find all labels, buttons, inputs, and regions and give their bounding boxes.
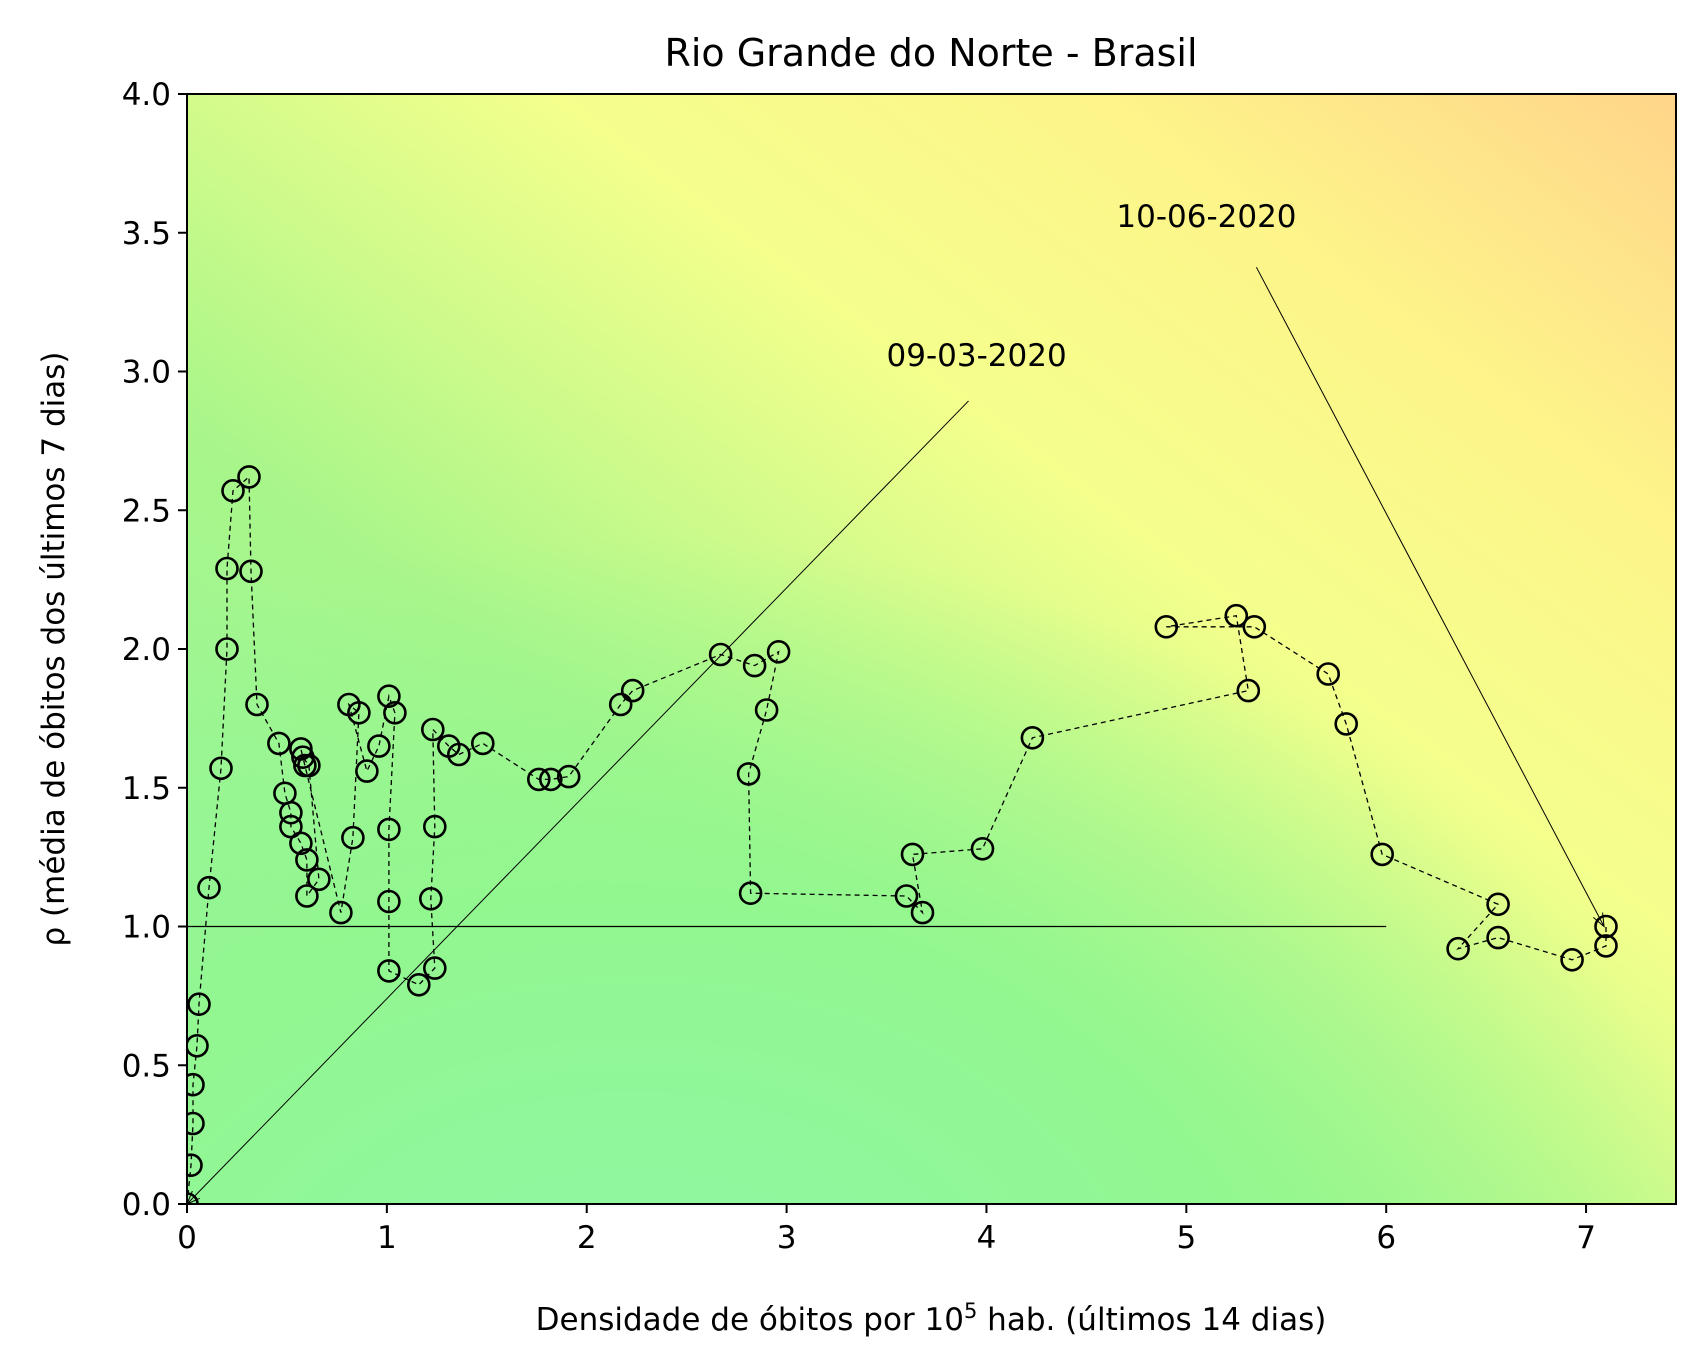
data-point xyxy=(377,959,401,983)
data-point xyxy=(1020,725,1045,750)
y-tick-label: 0.0 xyxy=(122,1187,171,1223)
y-tick-label: 1.5 xyxy=(122,771,171,807)
data-point xyxy=(526,767,551,792)
data-point xyxy=(293,753,317,778)
data-point xyxy=(1224,603,1249,628)
data-point xyxy=(754,698,779,722)
x-tick-label: 7 xyxy=(1576,1220,1596,1256)
annotation-label: 09-03-2020 xyxy=(887,338,1067,374)
x-tick-label: 6 xyxy=(1376,1220,1396,1256)
data-point xyxy=(289,831,313,856)
data-point xyxy=(187,1111,205,1136)
data-point xyxy=(187,1153,203,1177)
annotation-arrow xyxy=(186,400,969,1205)
data-point xyxy=(377,817,401,842)
data-point xyxy=(187,1034,209,1058)
x-tick-label: 0 xyxy=(177,1220,197,1256)
data-point xyxy=(377,889,401,914)
data-point xyxy=(1334,712,1358,736)
data-point xyxy=(708,642,733,667)
annotation-arrow xyxy=(1255,266,1605,927)
data-point xyxy=(910,900,935,925)
data-point xyxy=(307,867,331,892)
data-point xyxy=(420,717,445,742)
data-point xyxy=(1560,947,1584,972)
data-point xyxy=(1154,614,1179,639)
plot-area xyxy=(187,94,1676,1204)
data-point xyxy=(245,692,269,717)
data-point xyxy=(1316,662,1340,686)
data-point xyxy=(620,678,645,703)
data-point xyxy=(766,639,791,664)
data-point xyxy=(406,972,431,997)
data-point xyxy=(738,881,763,906)
data-point xyxy=(215,556,239,581)
data-point xyxy=(742,653,767,678)
data-point xyxy=(187,1072,205,1097)
data-point xyxy=(221,478,245,503)
data-point xyxy=(367,734,391,758)
y-tick-label: 4.0 xyxy=(122,77,171,113)
data-point xyxy=(1594,934,1618,958)
plot-background-overlay xyxy=(187,94,1676,1204)
data-point xyxy=(289,737,313,761)
y-tick-label: 3.0 xyxy=(122,355,171,391)
data-point xyxy=(970,836,995,861)
y-axis-label: ρ (média de óbitos dos últimos 7 dias) xyxy=(36,352,72,947)
data-point xyxy=(383,700,407,725)
data-point xyxy=(239,559,263,584)
data-point xyxy=(446,742,471,767)
data-point xyxy=(187,992,211,1017)
data-point xyxy=(295,848,319,872)
data-point xyxy=(422,956,447,980)
data-point xyxy=(422,814,447,839)
y-tick-label: 2.5 xyxy=(122,493,171,529)
data-point xyxy=(418,886,443,911)
data-point xyxy=(470,731,495,756)
data-point xyxy=(556,764,581,789)
x-tick-label: 2 xyxy=(577,1220,597,1256)
chart-title: Rio Grande do Norte - Brasil xyxy=(664,31,1197,75)
x-tick-label: 1 xyxy=(377,1220,397,1256)
x-axis-label: Densidade de óbitos por 105 hab. (último… xyxy=(536,1299,1327,1338)
data-point xyxy=(1370,842,1394,867)
data-point xyxy=(736,762,761,786)
data-point xyxy=(329,900,353,925)
data-point xyxy=(197,875,221,900)
series-line xyxy=(187,475,1607,1204)
data-point xyxy=(209,756,233,781)
data-point xyxy=(295,884,319,908)
y-tick-label: 2.0 xyxy=(122,632,171,668)
data-point xyxy=(1486,925,1510,950)
data-point xyxy=(215,637,239,661)
y-tick-label: 0.5 xyxy=(122,1048,171,1084)
x-tick-label: 4 xyxy=(977,1220,997,1256)
data-point xyxy=(237,465,261,489)
data-point xyxy=(279,800,303,825)
data-point xyxy=(1236,678,1261,703)
data-point xyxy=(1446,936,1470,961)
data-point xyxy=(1242,614,1267,639)
data-point xyxy=(894,884,919,908)
y-tick-label: 1.0 xyxy=(122,910,171,946)
annotation-arrowhead xyxy=(1593,912,1605,928)
data-point xyxy=(900,842,925,867)
x-tick-label: 5 xyxy=(1176,1220,1196,1256)
data-point xyxy=(337,692,361,717)
data-point xyxy=(1486,892,1510,917)
y-tick-label: 3.5 xyxy=(122,216,171,252)
data-point xyxy=(291,745,315,770)
data-point xyxy=(377,684,401,709)
data-point xyxy=(341,825,365,850)
data-point xyxy=(608,692,633,717)
data-point xyxy=(1594,914,1618,939)
data-point xyxy=(355,759,379,783)
data-point xyxy=(538,767,563,792)
annotation-label: 10-06-2020 xyxy=(1116,199,1296,235)
data-point xyxy=(267,731,291,756)
x-tick-label: 3 xyxy=(777,1220,797,1256)
